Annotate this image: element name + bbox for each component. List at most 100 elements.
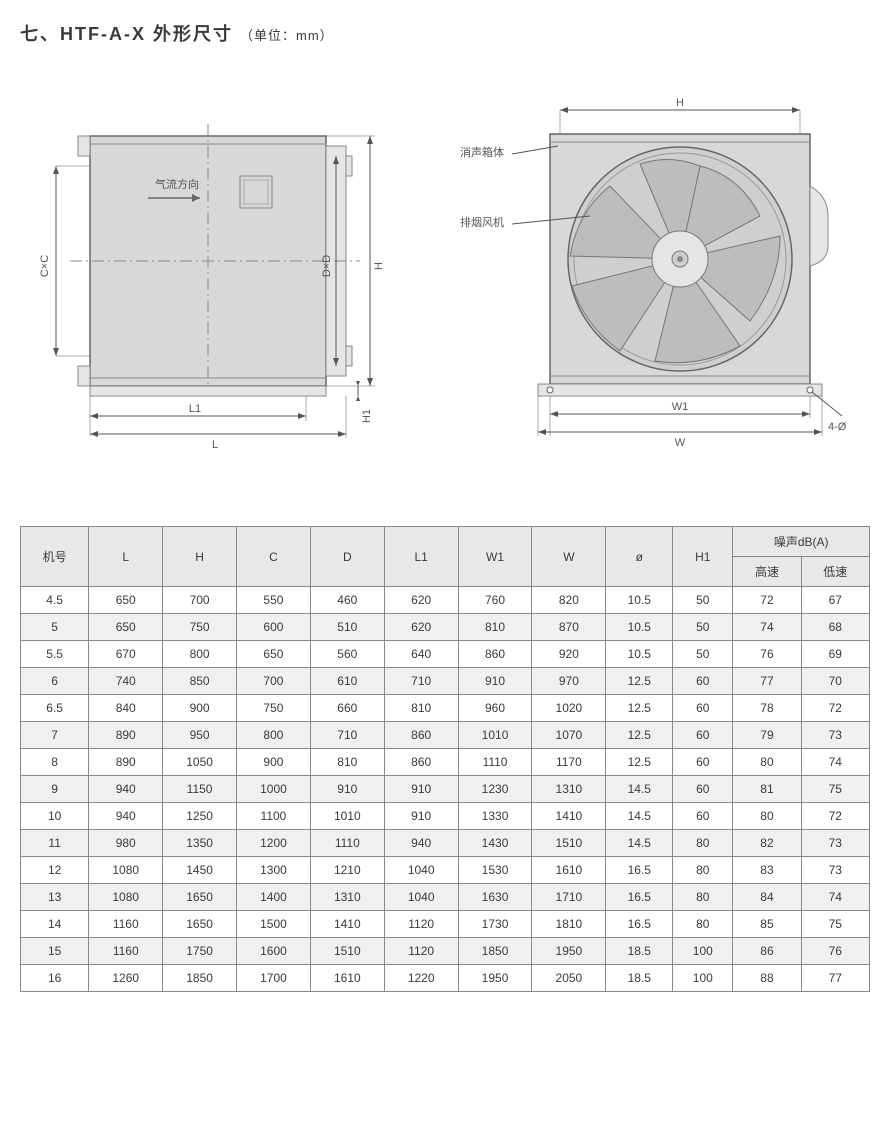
dim-label-h: H: [373, 262, 385, 270]
table-cell: 11: [21, 830, 89, 857]
table-cell: 1650: [163, 911, 237, 938]
th-C: C: [237, 527, 311, 587]
table-cell: 80: [673, 857, 733, 884]
table-cell: 810: [458, 614, 532, 641]
table-row: 14116016501500141011201730181016.5808575: [21, 911, 870, 938]
table-cell: 1400: [237, 884, 311, 911]
th-noise-lo: 低速: [801, 557, 869, 587]
table-cell: 6.5: [21, 695, 89, 722]
table-cell: 5: [21, 614, 89, 641]
table-cell: 1150: [163, 776, 237, 803]
table-row: 889010509008108601110117012.5608074: [21, 749, 870, 776]
table-cell: 820: [532, 587, 606, 614]
table-cell: 1430: [458, 830, 532, 857]
table-cell: 1850: [458, 938, 532, 965]
table-cell: 1070: [532, 722, 606, 749]
table-cell: 14: [21, 911, 89, 938]
th-noise-hi: 高速: [733, 557, 801, 587]
table-cell: 1410: [310, 911, 384, 938]
table-cell: 4.5: [21, 587, 89, 614]
th-L: L: [89, 527, 163, 587]
table-cell: 550: [237, 587, 311, 614]
table-cell: 760: [458, 587, 532, 614]
table-cell: 610: [310, 668, 384, 695]
table-cell: 60: [673, 749, 733, 776]
table-row: 12108014501300121010401530161016.5808373: [21, 857, 870, 884]
table-cell: 1450: [163, 857, 237, 884]
table-cell: 12.5: [606, 695, 673, 722]
table-cell: 13: [21, 884, 89, 911]
table-cell: 1950: [532, 938, 606, 965]
table-cell: 870: [532, 614, 606, 641]
table-cell: 1220: [384, 965, 458, 992]
airflow-label: 气流方向: [155, 177, 199, 191]
table-cell: 1630: [458, 884, 532, 911]
table-cell: 10.5: [606, 641, 673, 668]
table-cell: 940: [89, 803, 163, 830]
table-cell: 2050: [532, 965, 606, 992]
table-cell: 1530: [458, 857, 532, 884]
table-cell: 1300: [237, 857, 311, 884]
table-cell: 60: [673, 776, 733, 803]
table-cell: 1170: [532, 749, 606, 776]
th-L1: L1: [384, 527, 458, 587]
table-cell: 1310: [310, 884, 384, 911]
th-D: D: [310, 527, 384, 587]
table-cell: 1250: [163, 803, 237, 830]
table-row: 15116017501600151011201850195018.5100867…: [21, 938, 870, 965]
table-cell: 840: [89, 695, 163, 722]
table-cell: 700: [237, 668, 311, 695]
table-cell: 10.5: [606, 614, 673, 641]
th-phi: ø: [606, 527, 673, 587]
table-cell: 74: [801, 884, 869, 911]
table-cell: 81: [733, 776, 801, 803]
th-W: W: [532, 527, 606, 587]
table-cell: 80: [673, 911, 733, 938]
table-cell: 79: [733, 722, 801, 749]
table-cell: 940: [89, 776, 163, 803]
table-cell: 14.5: [606, 803, 673, 830]
table-cell: 75: [801, 776, 869, 803]
dim-label-h1: H1: [361, 409, 373, 423]
table-cell: 950: [163, 722, 237, 749]
title-main: 七、HTF-A-X 外形尺寸: [20, 24, 233, 44]
table-cell: 72: [801, 695, 869, 722]
table-cell: 15: [21, 938, 89, 965]
table-cell: 1100: [237, 803, 311, 830]
table-cell: 1080: [89, 857, 163, 884]
table-cell: 85: [733, 911, 801, 938]
dim-label-cxc: C×C: [39, 255, 51, 277]
diagrams-row: 气流方向 C×C D×D H: [20, 96, 870, 456]
table-cell: 84: [733, 884, 801, 911]
callout-fan-label: 排烟风机: [460, 215, 504, 229]
table-row: 6.5840900750660810960102012.5607872: [21, 695, 870, 722]
table-cell: 1750: [163, 938, 237, 965]
table-cell: 910: [458, 668, 532, 695]
dim-label-h-top: H: [676, 97, 684, 109]
th-H1: H1: [673, 527, 733, 587]
dim-label-4phi: 4-Ø: [828, 421, 847, 433]
table-cell: 18.5: [606, 938, 673, 965]
table-cell: 60: [673, 722, 733, 749]
table-row: 109401250110010109101330141014.5608072: [21, 803, 870, 830]
table-cell: 1610: [532, 857, 606, 884]
table-row: 565075060051062081087010.5507468: [21, 614, 870, 641]
table-cell: 10: [21, 803, 89, 830]
dim-label-w1: W1: [672, 401, 689, 413]
table-row: 674085070061071091097012.5607770: [21, 668, 870, 695]
table-cell: 86: [733, 938, 801, 965]
table-cell: 650: [89, 587, 163, 614]
table-cell: 50: [673, 587, 733, 614]
table-cell: 970: [532, 668, 606, 695]
table-cell: 800: [163, 641, 237, 668]
table-cell: 10.5: [606, 587, 673, 614]
table-cell: 600: [237, 614, 311, 641]
table-cell: 80: [673, 884, 733, 911]
table-cell: 50: [673, 614, 733, 641]
table-cell: 12.5: [606, 722, 673, 749]
table-cell: 76: [801, 938, 869, 965]
table-cell: 60: [673, 803, 733, 830]
table-cell: 1040: [384, 857, 458, 884]
table-cell: 920: [532, 641, 606, 668]
table-cell: 1650: [163, 884, 237, 911]
